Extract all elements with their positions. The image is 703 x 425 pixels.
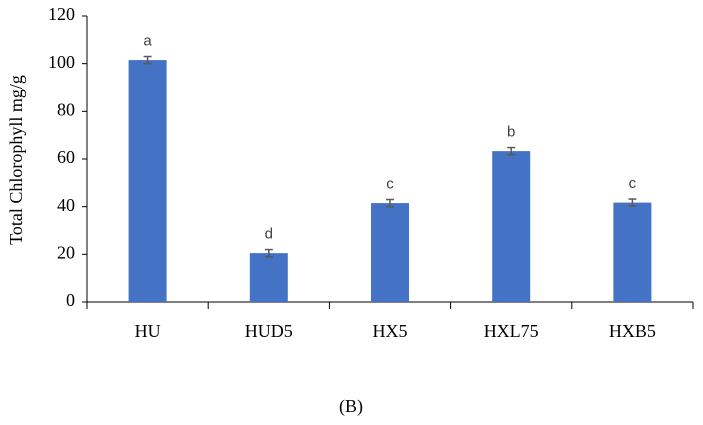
x-tick-label: HU [135, 321, 161, 341]
x-tick-label: HXL75 [484, 321, 539, 341]
error-bar [264, 248, 273, 258]
x-tick-label: HX5 [373, 321, 408, 341]
y-tick-label: 100 [48, 52, 75, 72]
x-tick-label: HXB5 [609, 321, 656, 341]
error-bar [628, 198, 637, 207]
significance-letter: a [143, 32, 152, 49]
y-tick-label: 40 [57, 195, 75, 215]
y-tick-label: 60 [57, 147, 75, 167]
significance-letter: c [629, 175, 637, 192]
error-bar [386, 198, 394, 208]
y-tick-label: 0 [66, 290, 75, 310]
significance-letter: d [265, 226, 273, 243]
significance-letter: c [386, 175, 394, 192]
panel-label: (B) [339, 396, 363, 417]
bar [371, 203, 409, 302]
y-tick-label: 20 [57, 242, 75, 262]
error-bar [143, 55, 152, 65]
y-tick-label: 80 [57, 99, 75, 119]
y-axis-label: Total Chlorophyll mg/g [6, 75, 26, 245]
error-bar [507, 146, 516, 156]
bar [613, 202, 652, 302]
significance-letter: b [507, 124, 515, 141]
bar [128, 60, 167, 302]
x-tick-label: HUD5 [245, 321, 293, 341]
bar [249, 253, 288, 302]
bar [492, 151, 531, 302]
y-tick-label: 120 [48, 4, 75, 24]
